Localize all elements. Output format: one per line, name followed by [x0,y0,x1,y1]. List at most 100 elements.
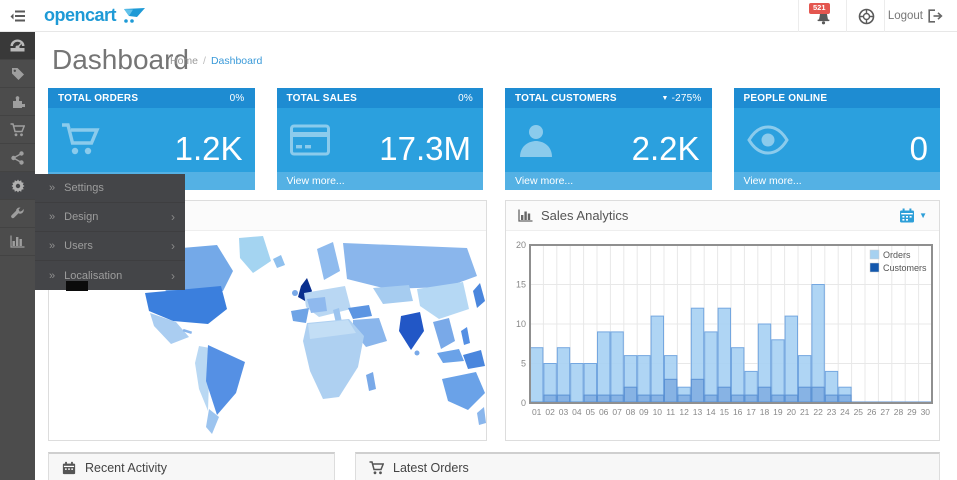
svg-text:22: 22 [813,407,823,417]
svg-text:20: 20 [787,407,797,417]
svg-text:27: 27 [880,407,890,417]
sidebar-item-reports[interactable] [0,228,35,256]
sidebar-item-dashboard[interactable] [0,32,35,60]
tile-total-customers: TOTAL CUSTOMERS ▼ -275% 2.2K View more..… [505,88,712,190]
bar-chart-icon [10,235,25,248]
caret-down-icon: ▼ [919,211,927,220]
sign-out-icon [928,9,943,23]
svg-text:Orders: Orders [883,250,911,260]
sidebar-item-catalog[interactable] [0,60,35,88]
topbar-divider [846,0,847,32]
svg-text:06: 06 [599,407,609,417]
chevron-right-icon: › [171,210,175,224]
svg-text:18: 18 [760,407,770,417]
svg-text:23: 23 [827,407,837,417]
page-title: Dashboard [52,44,189,75]
logout-button[interactable]: Logout [880,0,951,32]
svg-text:10: 10 [653,407,663,417]
recent-activity-panel: Recent Activity [48,452,335,480]
svg-text:09: 09 [639,407,649,417]
sidebar-item-marketing[interactable] [0,144,35,172]
sidebar-item-sales[interactable] [0,116,35,144]
opencart-logo[interactable]: opencart [44,5,146,26]
latest-orders-header: Latest Orders [356,454,939,480]
svg-text:21: 21 [800,407,810,417]
tile-people-online: PEOPLE ONLINE 0 View more... [733,88,940,190]
view-more-link[interactable]: View more... [505,172,712,190]
svg-text:0: 0 [521,398,526,408]
sales-analytics-header: Sales Analytics ▼ [506,201,939,231]
svg-text:29: 29 [907,407,917,417]
date-range-button[interactable]: ▼ [899,208,927,223]
topbar-divider [884,0,885,32]
svg-text:19: 19 [773,407,783,417]
notification-count-badge: 521 [809,3,830,14]
eye-icon [746,125,789,155]
flyout-item-settings[interactable]: » Settings [35,174,185,203]
puzzle-icon [12,95,25,108]
topbar-divider [798,0,799,32]
chevron-right-icon: › [171,239,175,253]
sidebar-item-tools[interactable] [0,200,35,228]
svg-text:20: 20 [516,240,526,250]
svg-text:16: 16 [733,407,743,417]
view-more-link[interactable]: View more... [276,172,483,190]
flyout-item-design[interactable]: » Design › [35,203,185,232]
sidebar-item-extensions[interactable] [0,88,35,116]
svg-text:03: 03 [559,407,569,417]
opencart-cart-mark [124,7,146,23]
view-more-link[interactable]: View more... [733,172,940,190]
svg-text:05: 05 [586,407,596,417]
stat-tiles-row: TOTAL ORDERS 0% 1.2K View more... TOTAL … [48,88,940,190]
tile-change: 0% [458,92,473,104]
breadcrumb: Home / Dashboard [170,55,262,67]
notifications-button[interactable]: 521 [799,0,847,32]
latest-orders-title: Latest Orders [393,461,469,475]
breadcrumb-separator: / [203,55,206,67]
sidebar-nav [0,32,35,480]
submenu-artifact [66,281,88,291]
tile-total-sales: TOTAL SALES 0% 17.3M View more... [276,88,483,190]
calendar-icon [62,461,76,475]
gear-icon [11,179,24,192]
calendar-icon [900,208,915,223]
caret-down-icon: ▼ [661,94,669,102]
tile-title: TOTAL CUSTOMERS [515,92,617,104]
double-angle-icon: » [49,269,56,282]
svg-text:25: 25 [854,407,864,417]
double-angle-icon: » [49,211,56,223]
tile-title: TOTAL SALES [286,92,358,104]
menu-toggle-button[interactable] [0,0,35,32]
user-icon [520,125,552,157]
chevron-right-icon: › [171,268,175,283]
svg-text:28: 28 [894,407,904,417]
svg-text:15: 15 [720,407,730,417]
svg-text:04: 04 [572,407,582,417]
sales-analytics-panel: Sales Analytics ▼ 0 5 10 15 20 01 02 03 04 05 06 07… [505,200,940,441]
flyout-item-users[interactable]: » Users › [35,232,185,261]
svg-text:13: 13 [693,407,703,417]
flyout-item-label: Users [64,240,93,252]
breadcrumb-home-link[interactable]: Home [170,55,199,67]
flyout-item-label: Settings [64,182,104,194]
tile-value: 1.2K [174,130,243,167]
stores-button[interactable] [847,0,885,32]
system-flyout-menu: » Settings » Design › » Users › » Locali… [35,174,185,290]
tile-title: TOTAL ORDERS [58,92,139,104]
svg-text:11: 11 [666,407,675,417]
latest-orders-panel: Latest Orders [355,452,940,480]
double-angle-icon: » [49,240,56,252]
sidebar-item-system[interactable] [0,172,35,200]
recent-activity-title: Recent Activity [85,461,167,475]
shopping-cart-icon [62,123,100,155]
shopping-cart-icon [369,461,384,475]
svg-text:17: 17 [746,407,756,417]
breadcrumb-current-link[interactable]: Dashboard [210,55,263,67]
recent-activity-header: Recent Activity [49,454,334,480]
svg-text:10: 10 [516,319,526,329]
flyout-item-localisation[interactable]: » Localisation › [35,261,185,290]
tile-value: 17.3M [379,130,471,167]
svg-text:07: 07 [612,407,622,417]
